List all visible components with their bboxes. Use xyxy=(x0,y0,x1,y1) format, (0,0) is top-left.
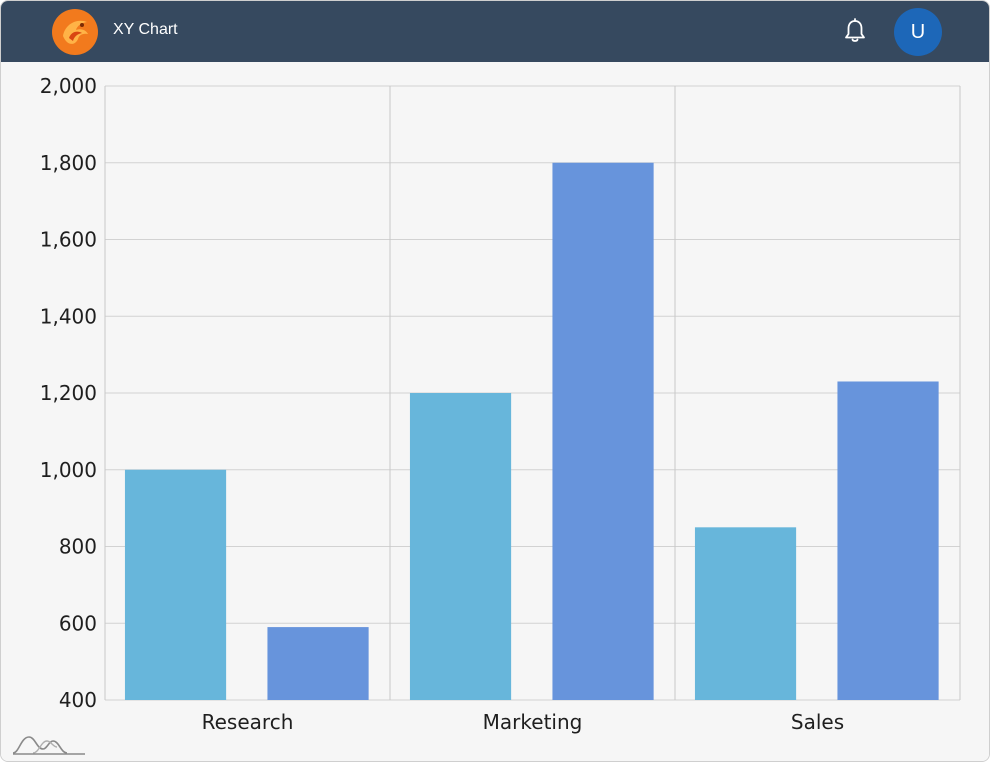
y-tick-label: 2,000 xyxy=(40,74,97,98)
bar xyxy=(267,627,369,700)
bar xyxy=(124,469,227,700)
chart-area: 400 600 800 1,000 1,200 1,400 1,600 1,800 2,000 R… xyxy=(1,62,989,761)
x-tick-label: Sales xyxy=(791,710,844,734)
y-tick-label: 1,000 xyxy=(40,458,97,482)
y-tick-label: 600 xyxy=(59,611,97,635)
bar xyxy=(409,393,512,700)
y-tick-label: 1,400 xyxy=(40,304,97,328)
y-tick-label: 400 xyxy=(59,688,97,712)
bar xyxy=(837,381,939,700)
y-tick-label: 1,200 xyxy=(40,381,97,405)
bar xyxy=(694,527,797,700)
chart-watermark-icon xyxy=(12,736,85,755)
y-tick-label: 800 xyxy=(59,535,97,559)
bell-icon xyxy=(845,18,865,42)
phoenix-logo-icon xyxy=(52,9,98,55)
user-avatar[interactable]: U xyxy=(894,8,942,56)
bar xyxy=(552,162,654,700)
y-tick-label: 1,800 xyxy=(40,151,97,175)
y-tick-label: 1,600 xyxy=(40,228,97,252)
bar-chart: 400 600 800 1,000 1,200 1,400 1,600 1,800 2,000 R… xyxy=(40,74,961,734)
x-tick-label: Marketing xyxy=(483,710,583,734)
x-tick-label: Research xyxy=(202,710,294,734)
top-bar: XY Chart U xyxy=(1,1,989,62)
app-title: XY Chart xyxy=(113,21,178,38)
notifications-button[interactable] xyxy=(841,17,869,45)
